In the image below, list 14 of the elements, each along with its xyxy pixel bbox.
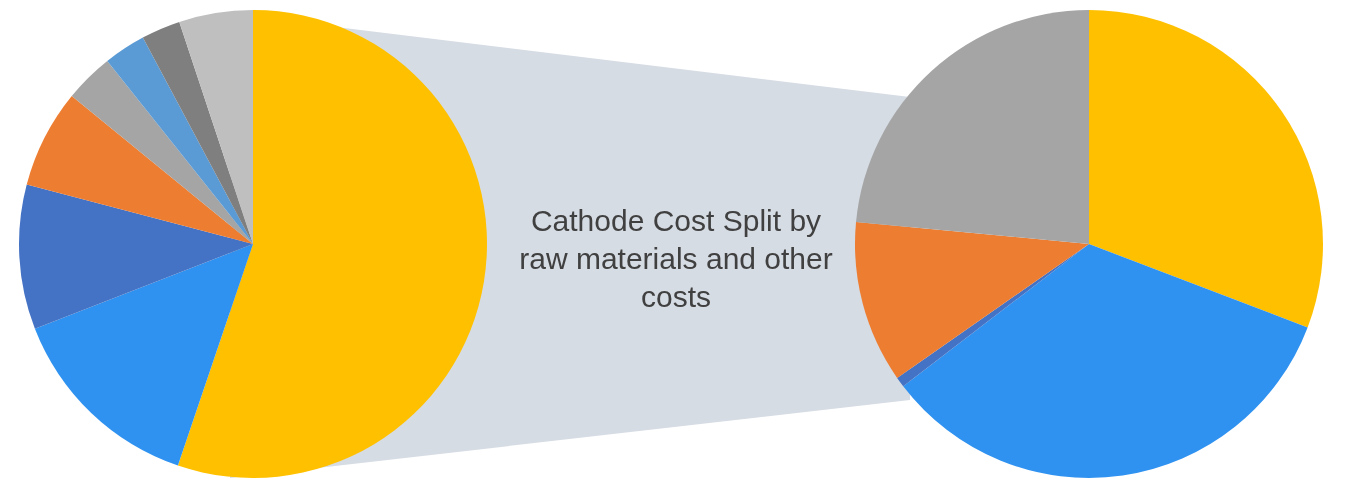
pie-slice bbox=[179, 10, 253, 244]
pie-slice bbox=[26, 95, 253, 244]
pie-slice bbox=[897, 244, 1089, 387]
pie-slice bbox=[1089, 10, 1323, 328]
pie-slice bbox=[177, 10, 487, 478]
pie-slice bbox=[903, 244, 1308, 478]
pie-slice bbox=[19, 184, 253, 329]
pie-slice bbox=[855, 221, 1089, 378]
pie-slice bbox=[856, 10, 1089, 244]
text: Cathode Cost Split by raw materials and other costs bbox=[518, 203, 834, 315]
pie-slice bbox=[107, 37, 253, 244]
pie-slice bbox=[34, 244, 253, 466]
pie-slice bbox=[71, 60, 253, 244]
pie-slice bbox=[142, 21, 253, 244]
